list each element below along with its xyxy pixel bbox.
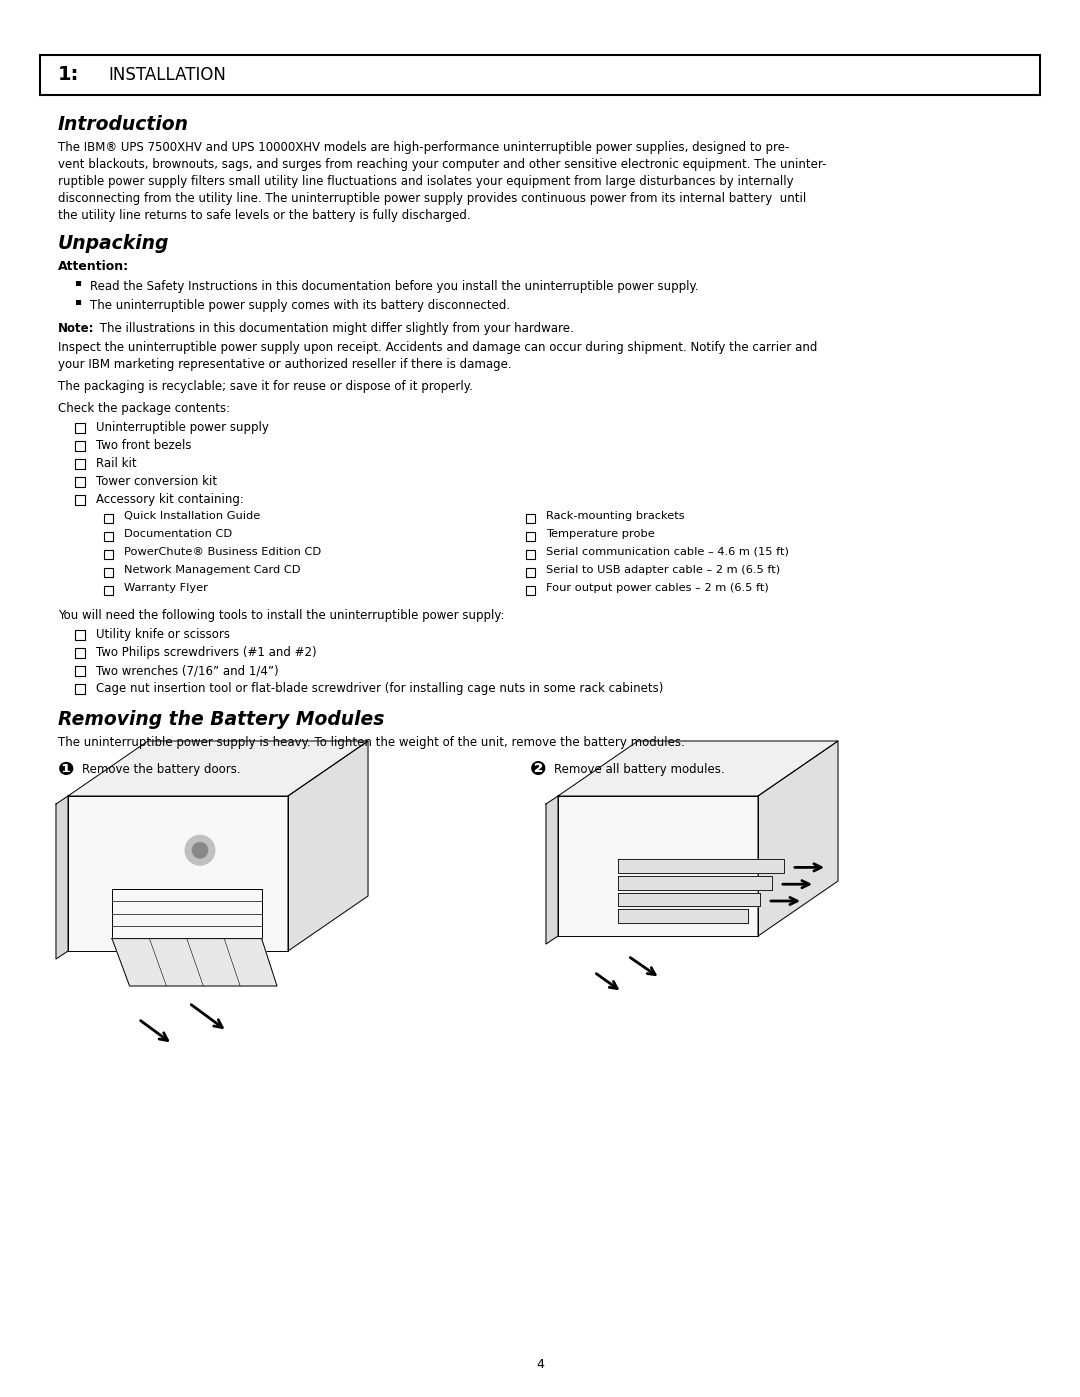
Text: Remove the battery doors.: Remove the battery doors. xyxy=(82,763,241,775)
Text: Unpacking: Unpacking xyxy=(58,235,170,253)
Polygon shape xyxy=(618,909,748,923)
Text: Accessory kit containing:: Accessory kit containing: xyxy=(96,493,244,506)
Text: disconnecting from the utility line. The uninterruptible power supply provides c: disconnecting from the utility line. The… xyxy=(58,191,807,205)
Circle shape xyxy=(185,835,215,865)
Text: ❷: ❷ xyxy=(530,760,546,780)
Text: Remove all battery modules.: Remove all battery modules. xyxy=(554,763,725,775)
Text: 4: 4 xyxy=(536,1358,544,1372)
Polygon shape xyxy=(558,740,838,796)
Text: You will need the following tools to install the uninterruptible power supply:: You will need the following tools to ins… xyxy=(58,609,504,622)
Polygon shape xyxy=(618,859,784,873)
Text: Utility knife or scissors: Utility knife or scissors xyxy=(96,629,230,641)
Polygon shape xyxy=(288,740,368,951)
Text: ❶: ❶ xyxy=(58,760,75,780)
Text: Removing the Battery Modules: Removing the Battery Modules xyxy=(58,710,384,729)
Polygon shape xyxy=(68,740,368,796)
Text: ruptible power supply filters small utility line fluctuations and isolates your : ruptible power supply filters small util… xyxy=(58,175,794,189)
Text: Two front bezels: Two front bezels xyxy=(96,439,191,453)
Bar xyxy=(526,514,535,522)
Bar xyxy=(75,460,85,469)
Text: Quick Installation Guide: Quick Installation Guide xyxy=(124,511,260,521)
Polygon shape xyxy=(758,740,838,936)
Text: The uninterruptible power supply is heavy. To lighten the weight of the unit, re: The uninterruptible power supply is heav… xyxy=(58,736,685,749)
Text: The IBM® UPS 7500XHV and UPS 10000XHV models are high-performance uninterruptibl: The IBM® UPS 7500XHV and UPS 10000XHV mo… xyxy=(58,141,789,154)
Text: The illustrations in this documentation might differ slightly from your hardware: The illustrations in this documentation … xyxy=(96,321,573,335)
Circle shape xyxy=(192,842,208,858)
Bar xyxy=(75,423,85,433)
Bar xyxy=(104,567,112,577)
Circle shape xyxy=(172,823,228,879)
Polygon shape xyxy=(546,796,558,944)
Text: Cage nut insertion tool or flat-blade screwdriver (for installing cage nuts in s: Cage nut insertion tool or flat-blade sc… xyxy=(96,682,663,694)
Bar xyxy=(526,549,535,559)
Bar xyxy=(104,585,112,595)
Polygon shape xyxy=(618,893,760,907)
Bar xyxy=(526,585,535,595)
Text: Documentation CD: Documentation CD xyxy=(124,529,232,539)
Polygon shape xyxy=(618,876,772,890)
Text: Rail kit: Rail kit xyxy=(96,457,137,469)
Text: Inspect the uninterruptible power supply upon receipt. Accidents and damage can : Inspect the uninterruptible power supply… xyxy=(58,341,818,353)
Bar xyxy=(75,685,85,694)
Text: Tower conversion kit: Tower conversion kit xyxy=(96,475,217,488)
Text: Check the package contents:: Check the package contents: xyxy=(58,402,230,415)
Text: Four output power cables – 2 m (6.5 ft): Four output power cables – 2 m (6.5 ft) xyxy=(546,583,769,592)
Bar xyxy=(75,441,85,451)
Bar xyxy=(75,476,85,488)
Text: ▪: ▪ xyxy=(75,296,81,306)
Text: Temperature probe: Temperature probe xyxy=(546,529,654,539)
Text: vent blackouts, brownouts, sags, and surges from reaching your computer and othe: vent blackouts, brownouts, sags, and sur… xyxy=(58,158,826,170)
Text: INSTALLATION: INSTALLATION xyxy=(108,66,226,84)
Bar xyxy=(526,567,535,577)
Text: your IBM marketing representative or authorized reseller if there is damage.: your IBM marketing representative or aut… xyxy=(58,358,512,372)
Bar xyxy=(75,666,85,676)
Text: Attention:: Attention: xyxy=(58,260,130,272)
Bar xyxy=(75,495,85,504)
Text: Rack-mounting brackets: Rack-mounting brackets xyxy=(546,511,685,521)
Text: The packaging is recyclable; save it for reuse or dispose of it properly.: The packaging is recyclable; save it for… xyxy=(58,380,473,393)
Text: 1:: 1: xyxy=(58,66,79,84)
Bar xyxy=(526,531,535,541)
Polygon shape xyxy=(112,939,276,986)
Text: Uninterruptible power supply: Uninterruptible power supply xyxy=(96,420,269,434)
Text: Serial communication cable – 4.6 m (15 ft): Serial communication cable – 4.6 m (15 f… xyxy=(546,548,788,557)
Text: Read the Safety Instructions in this documentation before you install the uninte: Read the Safety Instructions in this doc… xyxy=(90,279,699,293)
Bar xyxy=(75,630,85,640)
Bar xyxy=(104,514,112,522)
Text: The uninterruptible power supply comes with its battery disconnected.: The uninterruptible power supply comes w… xyxy=(90,299,510,312)
Polygon shape xyxy=(56,796,68,958)
Text: PowerChute® Business Edition CD: PowerChute® Business Edition CD xyxy=(124,548,321,557)
Polygon shape xyxy=(68,796,288,951)
Polygon shape xyxy=(558,796,758,936)
Text: Introduction: Introduction xyxy=(58,115,189,134)
Bar xyxy=(104,531,112,541)
Bar xyxy=(40,54,1040,95)
Text: Network Management Card CD: Network Management Card CD xyxy=(124,564,300,576)
Text: ▪: ▪ xyxy=(75,277,81,286)
Bar xyxy=(104,549,112,559)
Text: Two Philips screwdrivers (#1 and #2): Two Philips screwdrivers (#1 and #2) xyxy=(96,645,316,659)
Text: Serial to USB adapter cable – 2 m (6.5 ft): Serial to USB adapter cable – 2 m (6.5 f… xyxy=(546,564,780,576)
Text: Warranty Flyer: Warranty Flyer xyxy=(124,583,207,592)
Bar xyxy=(75,648,85,658)
Text: Two wrenches (7/16” and 1/4”): Two wrenches (7/16” and 1/4”) xyxy=(96,664,279,678)
Text: Note:: Note: xyxy=(58,321,95,335)
Text: the utility line returns to safe levels or the battery is fully discharged.: the utility line returns to safe levels … xyxy=(58,210,471,222)
